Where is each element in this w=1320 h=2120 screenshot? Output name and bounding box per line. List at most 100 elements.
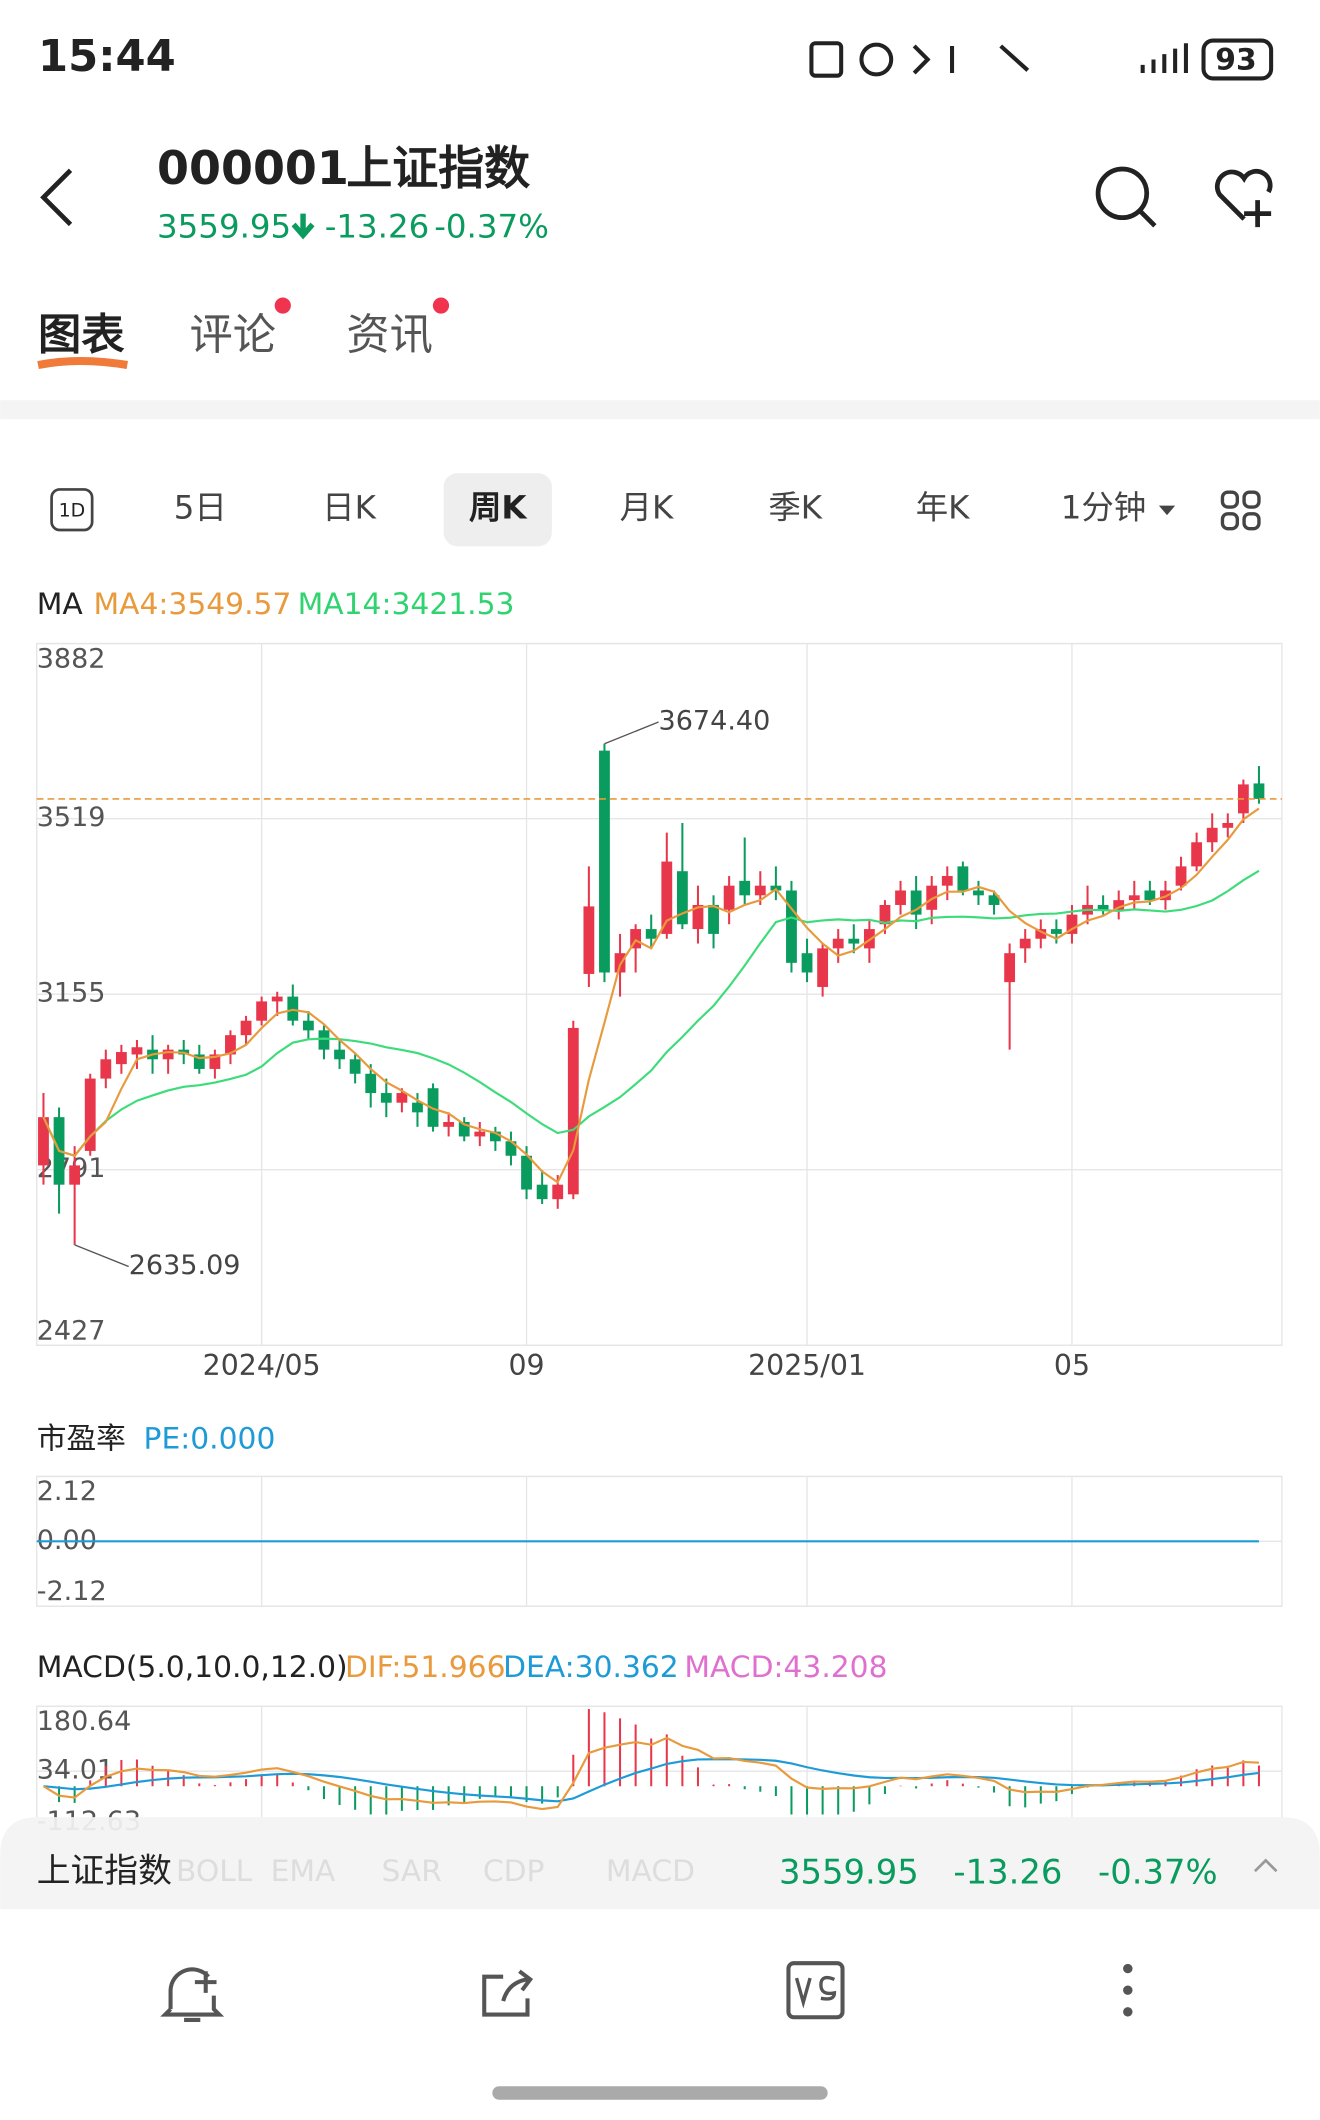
candle-body bbox=[380, 1093, 392, 1103]
candle-body bbox=[458, 1121, 470, 1137]
candle-body bbox=[645, 929, 657, 939]
ma14-label: MA14:3421.53 bbox=[298, 587, 515, 622]
macd-title: MACD(5.0,10.0,12.0) bbox=[37, 1650, 348, 1685]
period[interactable]: 日K bbox=[322, 489, 376, 527]
more[interactable] bbox=[1123, 1963, 1133, 2017]
alert[interactable] bbox=[160, 1967, 225, 2022]
candle-body bbox=[817, 948, 829, 987]
candle-body bbox=[583, 906, 595, 974]
bar-change: -13.26 bbox=[953, 1852, 1062, 1891]
candle-body bbox=[723, 885, 735, 910]
plots: 242727913155351938822024/05092025/010536… bbox=[36, 642, 1283, 1837]
candle-body bbox=[1019, 938, 1031, 949]
x-tick-label: 05 bbox=[1054, 1349, 1090, 1382]
candle-body bbox=[521, 1155, 532, 1190]
candle-body bbox=[115, 1052, 127, 1065]
candle-body bbox=[443, 1121, 455, 1127]
down-arrow bbox=[291, 213, 315, 240]
bar-bg bbox=[0, 1817, 1320, 1910]
candle-body bbox=[334, 1049, 345, 1060]
tab-underline bbox=[37, 356, 128, 370]
indicator[interactable]: MACD bbox=[606, 1854, 695, 1889]
x-tick-label: 2025/01 bbox=[748, 1349, 866, 1382]
candle-body bbox=[474, 1131, 486, 1137]
bar-name: 上证指数 bbox=[37, 1851, 172, 1890]
candle-body bbox=[801, 953, 813, 973]
candle-body bbox=[1004, 953, 1016, 983]
candle-body bbox=[1253, 783, 1265, 799]
period[interactable]: 周K bbox=[469, 489, 528, 527]
candle-body bbox=[832, 938, 844, 949]
macd-plot bbox=[42, 1709, 1260, 1815]
back[interactable] bbox=[40, 168, 73, 227]
candle-body bbox=[692, 904, 704, 930]
candle-body bbox=[988, 895, 1000, 905]
expand[interactable] bbox=[1253, 1858, 1278, 1873]
indicator[interactable]: EMA bbox=[271, 1854, 336, 1889]
period[interactable]: 5日 bbox=[174, 489, 227, 527]
candle-body bbox=[396, 1093, 408, 1103]
candle-body bbox=[1144, 890, 1156, 901]
dif-line bbox=[42, 1736, 1260, 1811]
candle-body bbox=[973, 890, 984, 896]
candle-body bbox=[708, 904, 719, 934]
candle-body bbox=[1113, 900, 1125, 910]
y-tick-label: 3519 bbox=[37, 802, 106, 833]
candle-body bbox=[1050, 929, 1062, 934]
clock: 15:44 bbox=[38, 32, 176, 82]
dif-label: DIF:51.966 bbox=[345, 1650, 506, 1685]
price: 3559.95 bbox=[157, 207, 291, 245]
tab[interactable]: 资讯 bbox=[346, 311, 433, 361]
candle-body bbox=[552, 1184, 564, 1200]
candle-body bbox=[1035, 929, 1047, 939]
y-tick-label: 2.12 bbox=[37, 1476, 97, 1507]
indicator[interactable]: BOLL bbox=[176, 1854, 253, 1889]
bottom-bar: BOLL EMA SAR CDP MACD 上证指数 3559.95 -13.2… bbox=[0, 1817, 1320, 1910]
search[interactable] bbox=[1095, 166, 1157, 228]
y-tick-label: 3882 bbox=[37, 643, 106, 674]
candle-body bbox=[256, 1001, 268, 1021]
share[interactable] bbox=[482, 1969, 534, 2017]
candle-body bbox=[240, 1020, 252, 1036]
pe-title: 市盈率 bbox=[37, 1421, 126, 1456]
period[interactable]: 1D bbox=[59, 500, 86, 522]
period[interactable]: 1分钟 bbox=[1061, 489, 1147, 527]
indicator[interactable]: CDP bbox=[483, 1854, 545, 1889]
candle-body bbox=[505, 1141, 517, 1156]
candle-body bbox=[910, 890, 922, 915]
period-icon[interactable] bbox=[50, 488, 94, 532]
bar-price: 3559.95 bbox=[779, 1852, 919, 1891]
badge bbox=[274, 297, 291, 314]
period-selected bbox=[443, 473, 552, 547]
period[interactable]: 年K bbox=[916, 489, 970, 527]
candle-body bbox=[676, 871, 688, 925]
candle-body bbox=[895, 890, 906, 905]
candle-body bbox=[209, 1054, 221, 1069]
favorite[interactable] bbox=[1214, 168, 1273, 228]
candle-body bbox=[365, 1073, 377, 1094]
candle-body bbox=[1191, 842, 1203, 867]
candle-body bbox=[100, 1059, 112, 1079]
candle-body bbox=[225, 1035, 236, 1055]
bar-change-pct: -0.37% bbox=[1098, 1852, 1218, 1891]
tab[interactable]: 图表 bbox=[38, 311, 125, 361]
candle-body bbox=[536, 1184, 548, 1200]
indicator[interactable]: SAR bbox=[381, 1854, 441, 1889]
period[interactable]: 月K bbox=[620, 489, 674, 527]
y-tick-label: -2.12 bbox=[37, 1576, 107, 1607]
more-grid[interactable] bbox=[1220, 490, 1261, 531]
period[interactable]: 季K bbox=[768, 489, 822, 527]
candle-body bbox=[1097, 904, 1109, 910]
change: -13.26 bbox=[325, 207, 430, 245]
candle-body bbox=[754, 885, 766, 896]
low-label: 2635.09 bbox=[129, 1250, 241, 1281]
compare[interactable] bbox=[786, 1961, 845, 2020]
candle-body bbox=[271, 996, 283, 1002]
candle-body bbox=[1222, 822, 1234, 828]
ma14-line bbox=[42, 869, 1260, 1157]
candle-body bbox=[1206, 827, 1218, 843]
candle-body bbox=[1175, 866, 1187, 886]
y-tick-label: 3155 bbox=[37, 978, 106, 1009]
ma4-line bbox=[42, 807, 1260, 1184]
tab[interactable]: 评论 bbox=[189, 311, 276, 361]
